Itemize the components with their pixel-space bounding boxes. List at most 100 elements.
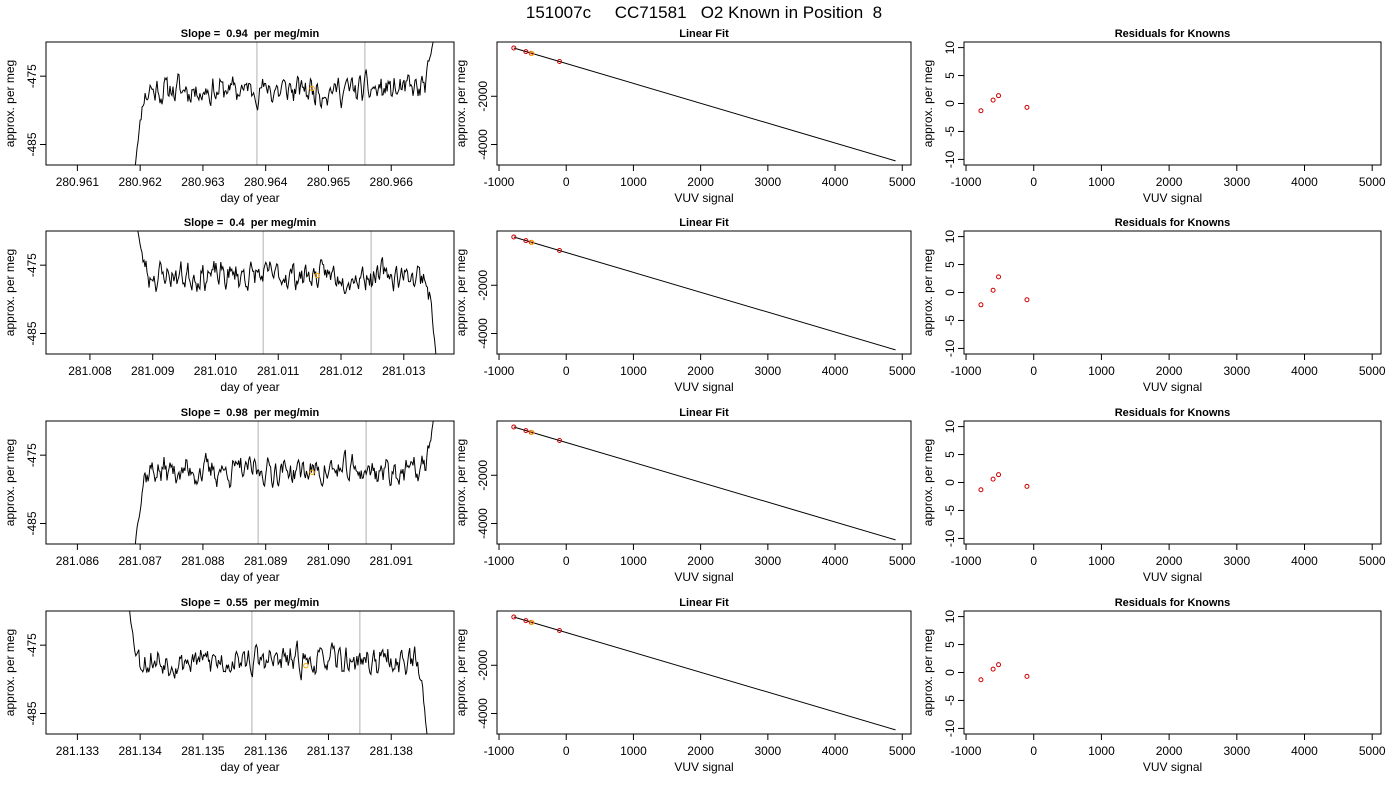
x-axis-label: VUV signal <box>674 570 733 584</box>
data-point <box>511 424 517 430</box>
x-tick-label: 280.966 <box>370 175 414 189</box>
x-tick-label: -1000 <box>484 364 515 378</box>
x-tick-label: 4000 <box>822 175 849 189</box>
y-axis-label: approx. per meg <box>3 249 17 336</box>
x-tick-label: 280.964 <box>244 175 288 189</box>
residual-point <box>1024 297 1030 303</box>
y-tick-label: -5 <box>943 126 957 137</box>
residual-point <box>996 274 1002 280</box>
panel-r1-c2: Linear Fit -1000 0 1000 2000 3000 4000 5000 -400… <box>454 28 916 205</box>
y-axis-label: approx. per meg <box>3 439 17 526</box>
highlight-point <box>309 469 315 475</box>
x-axis-label: VUV signal <box>1143 191 1202 205</box>
panel-title: Linear Fit <box>679 217 729 229</box>
plot-area <box>511 234 896 351</box>
data-point <box>557 248 563 254</box>
data-point <box>511 234 517 240</box>
panel-title: Residuals for Knowns <box>1115 217 1231 229</box>
signal-trace <box>134 42 434 165</box>
y-tick-label: -485 <box>25 132 39 156</box>
x-tick-label: 281.009 <box>131 364 175 378</box>
fit-line <box>513 616 896 731</box>
x-tick-label: 0 <box>563 554 570 568</box>
y-tick-label: 5 <box>943 451 957 458</box>
y-tick-label: -10 <box>943 339 957 357</box>
plot-frame <box>963 230 1382 355</box>
panel-title: Slope = 0.55 per meg/min <box>181 597 320 609</box>
y-tick-label: -485 <box>25 701 39 725</box>
y-tick-label: 10 <box>943 41 957 55</box>
panel-r1-c1: Slope = 0.94 per meg/min 280.961 280.962 28… <box>3 28 455 205</box>
highlight-point <box>529 619 535 625</box>
x-tick-label: 2000 <box>687 744 714 758</box>
x-tick-label: 1000 <box>1088 175 1115 189</box>
data-point <box>557 438 563 444</box>
plot-frame <box>963 610 1382 735</box>
x-tick-label: 3000 <box>754 364 781 378</box>
panel-title: Linear Fit <box>679 28 729 40</box>
x-tick-label: 281.088 <box>181 554 225 568</box>
y-tick-label: 10 <box>943 610 957 624</box>
highlight-point <box>529 429 535 435</box>
y-tick-label: -4000 <box>476 129 490 160</box>
y-tick-label: -10 <box>943 719 957 737</box>
x-tick-label: 281.135 <box>181 744 225 758</box>
residual-point <box>978 108 984 114</box>
panel-r1-c3: Residuals for Knowns -1000 0 1000 2000 3000 40… <box>921 28 1386 205</box>
panel-title: Linear Fit <box>679 407 729 419</box>
x-tick-label: 3000 <box>1223 744 1250 758</box>
y-tick-label: -475 <box>25 253 39 277</box>
x-tick-label: 3000 <box>1223 554 1250 568</box>
panel-r2-c1: Slope = 0.4 per meg/min 281.008 281.009 281… <box>3 217 455 394</box>
plot-frame <box>496 41 912 166</box>
panel-r3-c3: Residuals for Knowns -1000 0 1000 2000 3000 40… <box>921 407 1386 584</box>
y-tick-label: -2000 <box>476 270 490 301</box>
x-tick-label: 1000 <box>1088 744 1115 758</box>
x-tick-label: 5000 <box>1359 744 1386 758</box>
y-axis-label: approx. per meg <box>454 249 468 336</box>
x-tick-label: 4000 <box>822 744 849 758</box>
x-tick-label: 3000 <box>754 175 781 189</box>
residual-point <box>1024 673 1030 679</box>
x-tick-label: 281.134 <box>118 744 162 758</box>
y-tick-label: -475 <box>25 633 39 657</box>
y-tick-label: -10 <box>943 529 957 547</box>
y-tick-label: -2000 <box>476 81 490 112</box>
x-axis-label: day of year <box>220 191 279 205</box>
data-point <box>557 628 563 634</box>
signal-trace <box>137 231 437 354</box>
x-tick-label: 2000 <box>687 175 714 189</box>
x-tick-label: 3000 <box>754 744 781 758</box>
x-tick-label: 5000 <box>889 554 916 568</box>
x-tick-label: 281.011 <box>257 364 300 378</box>
y-axis-label: approx. per meg <box>921 629 935 716</box>
data-point <box>523 428 529 434</box>
y-tick-label: 0 <box>943 479 957 486</box>
x-tick-label: 280.961 <box>56 175 100 189</box>
x-tick-label: 280.965 <box>307 175 351 189</box>
x-tick-label: 281.086 <box>56 554 100 568</box>
highlight-point <box>303 662 309 669</box>
y-tick-label: 5 <box>943 72 957 79</box>
x-tick-label: 1000 <box>1088 364 1115 378</box>
highlight-point <box>314 272 320 279</box>
x-tick-label: 2000 <box>687 364 714 378</box>
panel-r2-c2: Linear Fit -1000 0 1000 2000 3000 4000 5000 -400… <box>454 217 916 394</box>
x-tick-label: 281.138 <box>370 744 414 758</box>
highlight-point <box>309 85 315 92</box>
residual-point <box>1024 104 1030 110</box>
x-tick-label: 281.010 <box>194 364 238 378</box>
signal-trace <box>129 611 428 734</box>
x-tick-label: 5000 <box>889 744 916 758</box>
plot-area <box>978 472 1030 493</box>
x-axis-label: VUV signal <box>674 191 733 205</box>
y-tick-label: -475 <box>25 443 39 467</box>
x-tick-label: 281.087 <box>118 554 162 568</box>
panel-r3-c2: Linear Fit -1000 0 1000 2000 3000 4000 5000 -400… <box>454 407 916 584</box>
panel-title: Slope = 0.4 per meg/min <box>184 217 317 229</box>
x-tick-label: 281.136 <box>244 744 288 758</box>
x-tick-label: 1000 <box>620 744 647 758</box>
plot-area <box>978 93 1030 114</box>
x-tick-label: -1000 <box>484 744 515 758</box>
x-tick-label: 5000 <box>1359 364 1386 378</box>
